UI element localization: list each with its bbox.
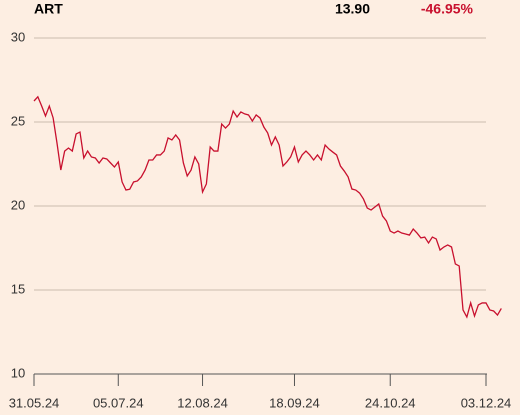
price-line (33, 95, 502, 319)
x-tick-label: 05.07.24 (93, 395, 144, 410)
y-tick-label: 15 (11, 281, 25, 296)
y-tick-label: 25 (11, 113, 25, 128)
x-tick-label: 12.08.24 (177, 395, 228, 410)
x-tick-label: 24.10.24 (365, 395, 416, 410)
ticker: ART (34, 1, 63, 17)
y-tick-label: 10 (11, 365, 25, 380)
y-tick-label: 20 (11, 197, 25, 212)
x-tick-label: 18.09.24 (269, 395, 320, 410)
x-tick-label: 03.12.24 (461, 395, 512, 410)
price-change: -46.95% (421, 1, 474, 17)
y-tick-label: 30 (11, 29, 25, 44)
x-tick-label: 31.05.24 (9, 395, 60, 410)
last-price: 13.90 (335, 1, 370, 17)
